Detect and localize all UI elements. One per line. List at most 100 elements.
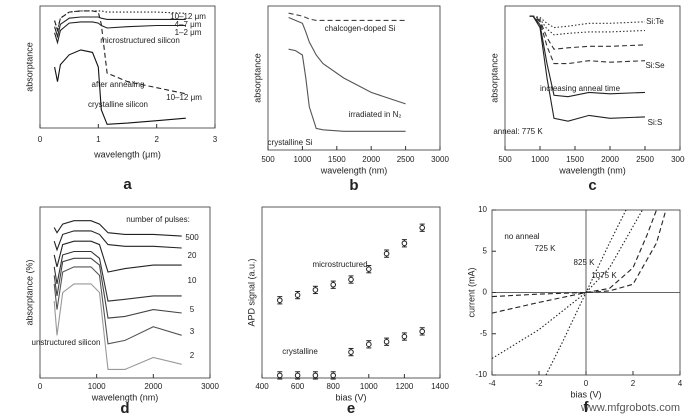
series-label: 20 xyxy=(188,251,197,260)
panel-label: e xyxy=(347,400,355,417)
data-point xyxy=(401,240,408,247)
x-axis-label: wavelength (nm) xyxy=(91,392,159,402)
x-tick-label: 2000 xyxy=(144,382,162,391)
data-line xyxy=(529,15,646,122)
x-tick-label: 3000 xyxy=(671,155,685,164)
x-tick-label: 600 xyxy=(291,382,305,391)
series-label: chalcogen-doped Si xyxy=(325,24,396,33)
y-axis-label: absorptance xyxy=(24,42,34,92)
panel-label: d xyxy=(120,400,129,417)
x-tick-label: 1400 xyxy=(431,382,449,391)
x-tick-label: 1 xyxy=(96,135,101,144)
x-tick-label: 1500 xyxy=(566,155,584,164)
data-point xyxy=(383,338,390,345)
x-tick-label: 500 xyxy=(498,155,512,164)
plot-frame xyxy=(267,5,441,151)
x-tick-label: 1200 xyxy=(396,382,414,391)
y-tick-label: 0 xyxy=(483,288,488,297)
series-label: 4–7 μm xyxy=(175,20,202,29)
annotation: anneal: 775 K xyxy=(493,127,543,136)
series-label: crystalline silicon xyxy=(88,100,148,109)
watermark: www.mfgrobots.com xyxy=(580,402,680,414)
data-line xyxy=(54,49,186,125)
panel-label: b xyxy=(349,177,358,194)
x-tick-label: -4 xyxy=(488,379,496,388)
annotation: increasing anneal time xyxy=(540,84,621,93)
series-label: crystalline xyxy=(282,347,318,356)
x-tick-label: 0 xyxy=(38,382,43,391)
x-tick-label: 500 xyxy=(261,155,275,164)
data-point xyxy=(366,341,372,348)
data-line xyxy=(53,266,182,345)
x-tick-label: 2000 xyxy=(601,155,619,164)
data-line xyxy=(53,250,182,302)
panel-label: f xyxy=(584,399,590,416)
series-label: 1075 K xyxy=(591,271,617,280)
x-axis-label: wavelength (nm) xyxy=(320,165,388,175)
data-point xyxy=(383,250,390,257)
x-tick-label: 3000 xyxy=(201,382,219,391)
x-axis-label: bias (V) xyxy=(335,392,366,402)
x-tick-label: 1000 xyxy=(88,382,106,391)
annotation: Si:S xyxy=(648,118,663,127)
x-tick-label: 3 xyxy=(213,135,218,144)
data-point xyxy=(312,287,319,293)
data-line xyxy=(53,257,182,319)
x-tick-label: 3000 xyxy=(431,155,449,164)
plot-frame xyxy=(39,206,211,379)
data-line xyxy=(53,240,182,273)
panel-label: a xyxy=(123,176,132,193)
series-label: microstructured xyxy=(312,260,367,269)
panel-label: c xyxy=(588,177,596,194)
data-line xyxy=(54,16,186,39)
data-point xyxy=(348,276,354,283)
data-line xyxy=(53,283,182,370)
data-point xyxy=(294,372,301,379)
data-line xyxy=(529,15,646,65)
data-line xyxy=(54,10,186,33)
series-label: after annealing xyxy=(92,80,145,89)
y-tick-label: 5 xyxy=(483,246,488,255)
annotation: number of pulses: xyxy=(126,215,190,224)
data-point xyxy=(366,266,372,272)
data-point xyxy=(401,333,408,340)
x-tick-label: 2000 xyxy=(362,155,380,164)
y-tick-label: -10 xyxy=(475,370,487,379)
series-label: irradiated in N₂ xyxy=(349,110,402,119)
series-label: crystalline Si xyxy=(268,138,313,147)
series-label: 3 xyxy=(190,327,195,336)
x-tick-label: 0 xyxy=(38,135,43,144)
x-tick-label: 2500 xyxy=(397,155,415,164)
series-label: 5 xyxy=(190,305,195,314)
data-line xyxy=(529,15,646,50)
data-line xyxy=(54,10,186,95)
data-line xyxy=(491,209,667,298)
data-line xyxy=(288,16,406,105)
annotation: microstructured silicon xyxy=(100,36,180,45)
annotation: Si:Te xyxy=(646,17,664,26)
x-tick-label: 2500 xyxy=(636,155,654,164)
plot-frame xyxy=(39,5,216,129)
data-point xyxy=(277,372,283,379)
series-label: 725 K xyxy=(535,244,557,253)
x-axis-label: wavelength (nm) xyxy=(558,165,626,175)
data-line xyxy=(529,15,646,29)
data-line xyxy=(53,230,182,252)
y-axis-label: absorptance (%) xyxy=(24,259,34,325)
data-line xyxy=(288,48,406,132)
series-label: 1–2 μm xyxy=(175,28,202,37)
series-label: 2 xyxy=(190,351,195,360)
data-point xyxy=(330,372,337,379)
x-tick-label: 2 xyxy=(154,135,159,144)
data-point xyxy=(277,297,283,304)
data-point xyxy=(294,292,301,298)
plot-frame xyxy=(261,206,441,379)
data-line xyxy=(288,12,406,21)
x-tick-label: 1000 xyxy=(360,382,378,391)
y-tick-label: -5 xyxy=(480,329,488,338)
series-label: 500 xyxy=(185,233,199,242)
y-tick-label: 10 xyxy=(478,205,487,214)
data-point xyxy=(419,328,426,335)
series-label: no anneal xyxy=(504,232,539,241)
